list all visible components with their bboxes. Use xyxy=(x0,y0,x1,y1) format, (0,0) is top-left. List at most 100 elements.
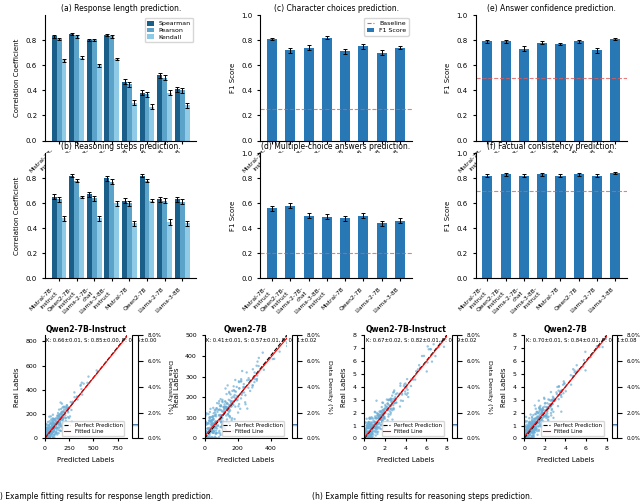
Point xyxy=(45,419,56,427)
Point xyxy=(42,434,52,443)
Bar xyxy=(56,200,61,278)
Point xyxy=(540,395,550,403)
Point xyxy=(209,409,219,417)
Point xyxy=(383,400,393,408)
Point xyxy=(532,420,542,428)
Point xyxy=(375,413,385,421)
Point xyxy=(361,421,371,429)
Point xyxy=(365,429,376,437)
Point xyxy=(385,405,396,413)
Point xyxy=(269,355,279,363)
Point xyxy=(225,391,236,399)
Point xyxy=(232,392,242,400)
Point xyxy=(380,404,390,412)
Point xyxy=(252,357,262,365)
Point xyxy=(42,434,52,443)
Point xyxy=(58,403,68,411)
Bar xyxy=(483,41,492,141)
Point xyxy=(520,432,531,440)
Point xyxy=(520,428,531,436)
Point xyxy=(42,432,52,440)
Point xyxy=(44,433,54,441)
Point xyxy=(522,432,532,440)
Point xyxy=(243,374,253,382)
Fitted Line xyxy=(570,374,577,381)
Point xyxy=(524,422,534,430)
Point xyxy=(42,431,52,439)
Point xyxy=(520,427,531,435)
Point xyxy=(377,418,387,426)
Point xyxy=(209,434,220,443)
Point xyxy=(50,420,60,428)
Bar xyxy=(167,222,172,278)
Point xyxy=(385,395,395,403)
Point xyxy=(264,354,275,362)
Point xyxy=(372,410,383,418)
Point xyxy=(578,362,588,370)
Point xyxy=(366,423,376,431)
Point xyxy=(370,414,380,422)
Point xyxy=(376,425,387,433)
Point xyxy=(40,434,50,443)
Point xyxy=(521,413,531,421)
Fitted Line xyxy=(276,343,284,349)
Point xyxy=(415,363,426,371)
Point xyxy=(40,434,51,443)
Legend: Perfect Prediction, Fitted Line: Perfect Prediction, Fitted Line xyxy=(222,421,284,435)
Point xyxy=(52,412,62,420)
Point xyxy=(371,415,381,423)
Bar xyxy=(69,34,74,141)
Bar xyxy=(303,216,314,278)
Point xyxy=(361,430,371,438)
Point xyxy=(239,384,249,392)
Point xyxy=(370,422,380,430)
Point xyxy=(534,414,545,422)
Point xyxy=(520,430,530,438)
Point xyxy=(211,433,221,442)
Fitted Line xyxy=(216,414,224,420)
Point xyxy=(360,432,370,440)
Point xyxy=(363,434,373,443)
Point xyxy=(530,417,540,425)
Point xyxy=(524,420,534,428)
Point xyxy=(520,426,530,434)
Point xyxy=(41,424,51,432)
Point xyxy=(529,433,539,441)
Point xyxy=(411,367,421,375)
Point xyxy=(200,434,211,443)
Point xyxy=(527,416,537,424)
Point xyxy=(534,422,544,430)
Point xyxy=(43,418,53,426)
Point xyxy=(364,428,374,436)
Point xyxy=(43,426,53,434)
Point xyxy=(252,375,262,384)
Point xyxy=(63,408,74,416)
Point xyxy=(43,424,53,432)
Point xyxy=(212,421,223,429)
Point xyxy=(216,402,226,410)
Point xyxy=(528,431,538,439)
Point xyxy=(442,331,452,339)
Point xyxy=(49,421,59,429)
Bar xyxy=(132,223,137,278)
Point xyxy=(531,418,541,426)
Point xyxy=(377,416,387,424)
Point xyxy=(520,434,530,443)
Point xyxy=(69,393,79,401)
Point xyxy=(536,416,547,424)
Point xyxy=(200,424,210,432)
Title: (a) Response length prediction.: (a) Response length prediction. xyxy=(61,4,180,13)
Point xyxy=(228,427,239,435)
Point xyxy=(522,434,532,442)
Point xyxy=(221,426,231,434)
Point xyxy=(530,425,540,433)
Point xyxy=(44,429,54,437)
Point xyxy=(364,428,374,436)
Point xyxy=(540,412,550,420)
Point xyxy=(572,361,582,369)
Point xyxy=(371,424,381,432)
Point xyxy=(207,434,218,443)
Point xyxy=(363,419,373,427)
Point xyxy=(366,434,376,443)
Point xyxy=(205,434,215,443)
